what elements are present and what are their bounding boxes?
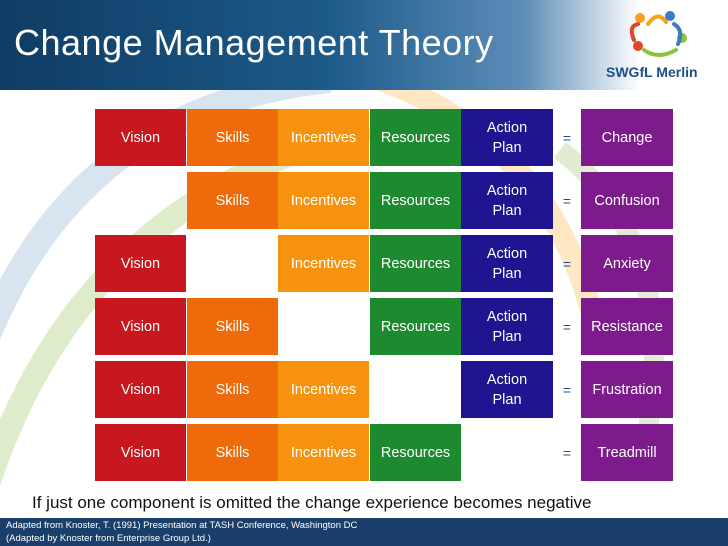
footer-bar: Adapted from Knoster, T. (1991) Presenta…	[0, 518, 728, 546]
resources-cell: Resources	[370, 109, 461, 166]
vision-cell: Vision	[95, 424, 186, 481]
outcome-cell: Anxiety	[581, 235, 673, 292]
resources-cell: Resources	[370, 298, 461, 355]
incentives-cell: Incentives	[278, 361, 369, 418]
outcome-cell: Resistance	[581, 298, 673, 355]
logo-text: SWGfL Merlin	[606, 64, 698, 80]
action-plan-cell: Action Plan	[461, 298, 553, 355]
equals-sign: =	[562, 444, 572, 461]
incentives-cell: Incentives	[278, 424, 369, 481]
outcome-cell: Confusion	[581, 172, 673, 229]
resources-cell: Resources	[370, 235, 461, 292]
outcome-cell: Treadmill	[581, 424, 673, 481]
action-plan-cell: Action Plan	[461, 172, 553, 229]
slide-title: Change Management Theory	[14, 22, 494, 63]
skills-cell: Skills	[187, 361, 278, 418]
logo: SWGfL Merlin	[598, 4, 728, 88]
action-plan-cell: Action Plan	[461, 361, 553, 418]
incentives-cell: Incentives	[278, 235, 369, 292]
equals-sign: =	[562, 318, 572, 335]
incentives-cell: Incentives	[278, 172, 369, 229]
vision-cell: Vision	[95, 109, 186, 166]
resources-cell: Resources	[370, 172, 461, 229]
footer-citation: Adapted from Knoster, T. (1991) Presenta…	[6, 520, 358, 531]
title-bar: Change Management Theory SWGfL Merlin	[0, 0, 728, 90]
outcome-cell: Change	[581, 109, 673, 166]
outcome-cell: Frustration	[581, 361, 673, 418]
resources-cell: Resources	[370, 424, 461, 481]
footer-adaptation: (Adapted by Knoster from Enterprise Grou…	[6, 533, 211, 544]
equals-sign: =	[562, 255, 572, 272]
omission-note: If just one component is omitted the cha…	[32, 493, 592, 512]
equals-sign: =	[562, 129, 572, 146]
equals-sign: =	[562, 192, 572, 209]
equals-sign: =	[562, 381, 572, 398]
skills-cell: Skills	[187, 172, 278, 229]
vision-cell: Vision	[95, 298, 186, 355]
action-plan-cell: Action Plan	[461, 235, 553, 292]
action-plan-cell: Action Plan	[461, 109, 553, 166]
skills-cell: Skills	[187, 109, 278, 166]
skills-cell: Skills	[187, 298, 278, 355]
vision-cell: Vision	[95, 235, 186, 292]
logo-mark-icon	[629, 11, 687, 57]
vision-cell: Vision	[95, 361, 186, 418]
skills-cell: Skills	[187, 424, 278, 481]
incentives-cell: Incentives	[278, 109, 369, 166]
